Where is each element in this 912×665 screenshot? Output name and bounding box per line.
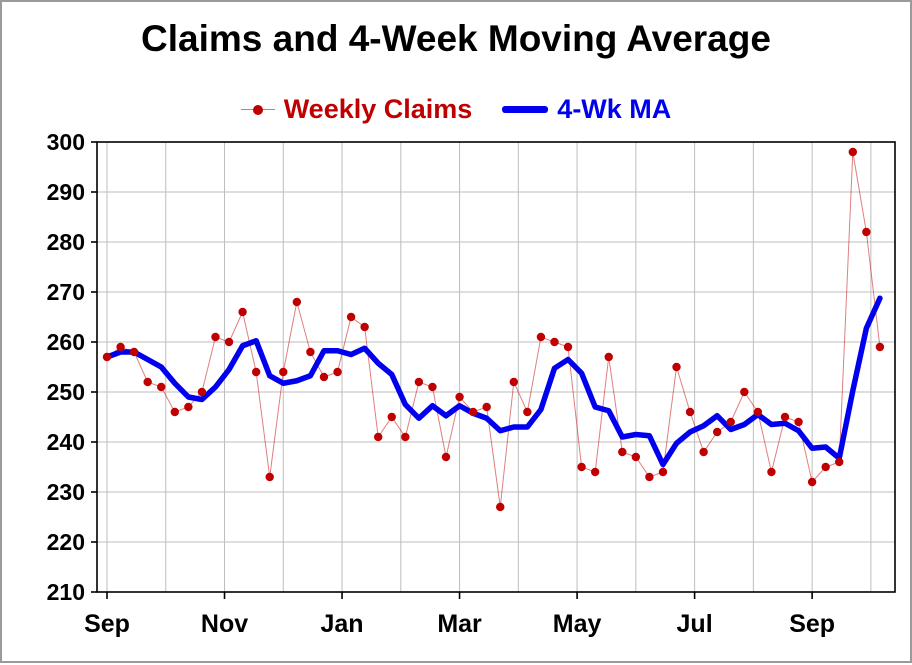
legend: Weekly Claims 4-Wk MA <box>2 96 910 123</box>
weekly-claims-point <box>333 367 342 377</box>
weekly-claims-point <box>658 467 668 477</box>
weekly-claims-point <box>496 502 505 512</box>
weekly-claims-point <box>713 427 722 437</box>
x-tick-label-2: Jan <box>320 610 363 638</box>
weekly-claims-point <box>848 147 857 157</box>
weekly-claims-point <box>468 407 478 417</box>
weekly-claims-point <box>672 362 681 372</box>
weekly-claims-point <box>346 312 356 322</box>
weekly-claims-point <box>645 472 654 482</box>
weekly-claims-point <box>102 352 112 362</box>
weekly-claims-point <box>170 407 179 417</box>
weekly-claims-point <box>211 332 220 342</box>
y-tick-label-290: 290 <box>47 179 85 205</box>
weekly-claims-point <box>509 377 518 387</box>
weekly-claims-point <box>767 467 776 477</box>
weekly-claims-point <box>414 377 424 387</box>
legend-label-4wk-ma: 4-Wk MA <box>557 94 672 124</box>
weekly-claims-point <box>374 432 383 442</box>
y-tick-label-280: 280 <box>47 229 85 255</box>
weekly-claims-point <box>604 352 613 362</box>
weekly-claims-point <box>306 347 315 357</box>
x-tick-label-5: Jul <box>677 610 713 638</box>
chart-title: Claims and 4-Week Moving Average <box>141 18 771 59</box>
y-tick-label-270: 270 <box>47 279 85 305</box>
weekly-claims-point <box>360 322 369 332</box>
weekly-claims-point <box>577 462 586 472</box>
y-tick-label-260: 260 <box>47 329 85 355</box>
legend-item-weekly-claims: Weekly Claims <box>240 94 473 124</box>
weekly-claims-point <box>157 382 166 392</box>
ma-line <box>104 295 883 468</box>
weekly-claims-point <box>441 452 451 462</box>
weekly-claims-point <box>753 407 763 417</box>
weekly-claims-point <box>319 372 329 382</box>
legend-label-weekly-claims: Weekly Claims <box>283 94 473 124</box>
weekly-claims-marker-icon <box>240 104 275 115</box>
weekly-claims-dot-swatch <box>252 105 263 115</box>
weekly-claims-point <box>550 337 559 347</box>
weekly-claims-point <box>401 432 410 442</box>
weekly-claims-point <box>794 417 803 427</box>
x-tick-label-4: May <box>553 610 602 638</box>
weekly-claims-point <box>821 462 830 472</box>
plot-border <box>96 141 896 593</box>
weekly-claims-point <box>563 342 573 352</box>
weekly-claims-point <box>387 412 396 422</box>
x-tick-label-0: Sep <box>84 610 130 638</box>
weekly-claims-point <box>631 452 641 462</box>
x-tick-label-6: Sep <box>789 610 835 638</box>
weekly-claims-point <box>875 342 885 352</box>
weekly-claims-point <box>685 407 695 417</box>
weekly-claims-point <box>699 447 708 457</box>
weekly-claims-point <box>455 392 464 402</box>
weekly-claims-point <box>835 457 844 467</box>
weekly-claims-point <box>780 412 790 422</box>
y-tick-label-220: 220 <box>47 529 85 555</box>
weekly-claims-point <box>129 347 139 357</box>
weekly-claims-point <box>143 377 152 387</box>
weekly-claims-point <box>862 227 871 237</box>
weekly-claims-point <box>523 407 532 417</box>
x-tick-label-1: Nov <box>201 610 248 638</box>
weekly-claims-point <box>807 477 817 487</box>
weekly-claims-line <box>106 151 881 508</box>
weekly-claims-point <box>184 402 193 412</box>
weekly-claims-point <box>618 447 627 457</box>
ma-marker-icon <box>502 106 549 113</box>
x-tick-label-3: Mar <box>437 610 482 638</box>
weekly-claims-point <box>428 382 437 392</box>
legend-item-4wk-ma: 4-Wk MA <box>502 96 671 123</box>
y-tick-label-210: 210 <box>47 579 85 605</box>
y-tick-label-300: 300 <box>47 129 85 155</box>
y-tick-label-240: 240 <box>47 429 85 455</box>
weekly-claims-point <box>726 417 735 427</box>
weekly-claims-point <box>482 402 491 412</box>
weekly-claims-point <box>238 307 247 317</box>
weekly-claims-point <box>292 297 302 307</box>
weekly-claims-point <box>536 332 546 342</box>
weekly-claims-point <box>279 367 288 377</box>
weekly-claims-point <box>265 472 274 482</box>
weekly-claims-point <box>116 342 125 352</box>
weekly-claims-point <box>197 387 207 397</box>
y-tick-label-250: 250 <box>47 379 85 405</box>
weekly-claims-point <box>590 467 600 477</box>
weekly-claims-point <box>251 367 261 377</box>
weekly-claims-point <box>224 337 234 347</box>
y-tick-label-230: 230 <box>47 479 85 505</box>
weekly-claims-point <box>740 387 749 397</box>
